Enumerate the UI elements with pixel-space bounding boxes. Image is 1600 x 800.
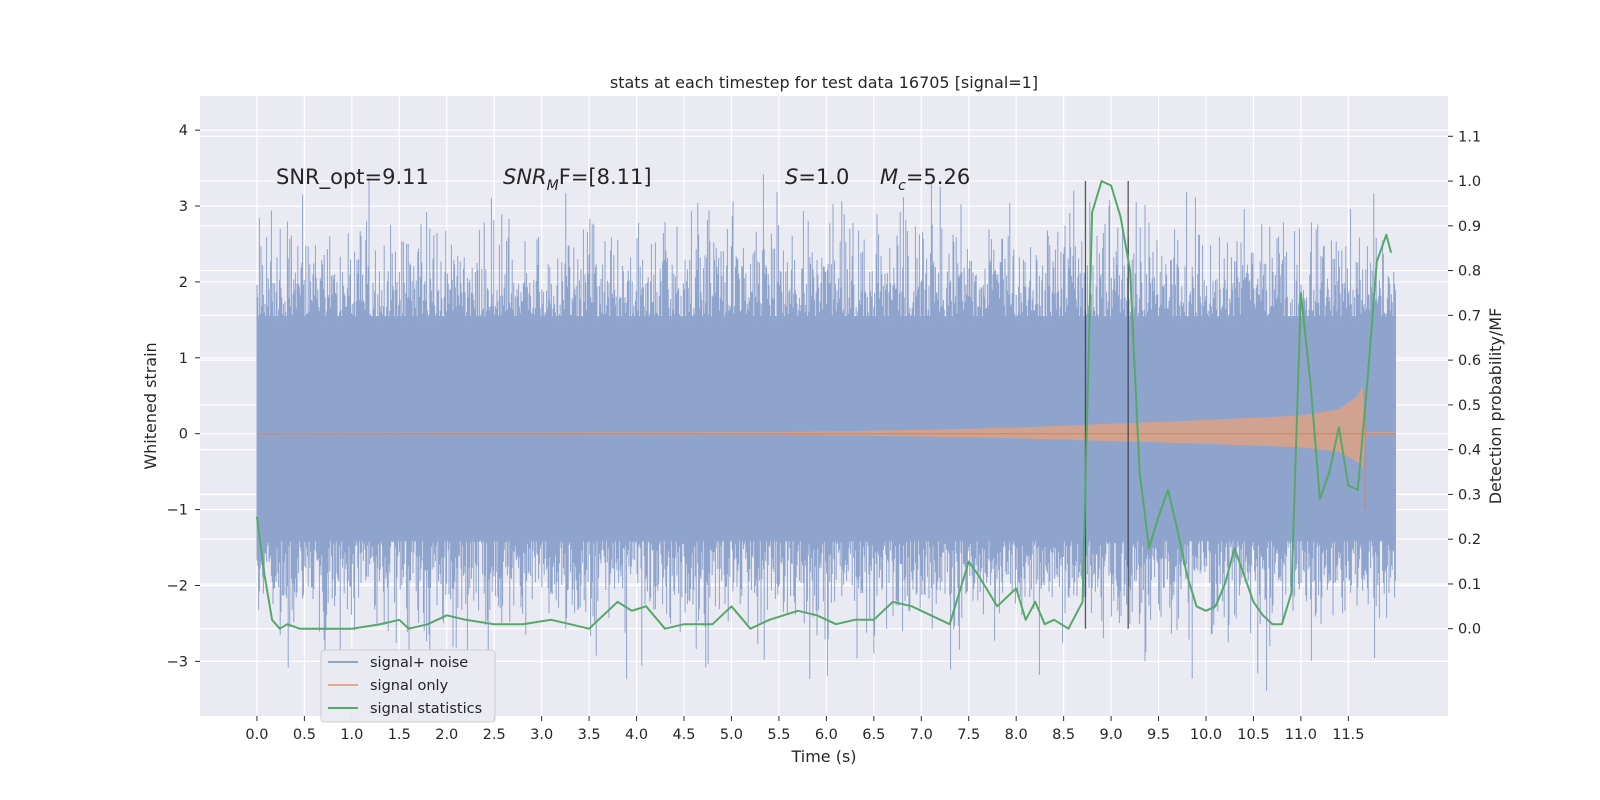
x-tick-label-22: 11.0 (1285, 727, 1317, 743)
series-signal-statistics (255, 180, 1393, 630)
x-tick-label-20: 10.0 (1190, 727, 1222, 743)
x-tick-label-11: 5.5 (767, 727, 790, 743)
signal-envelope (256, 386, 1396, 469)
x-tick-label-7: 3.5 (578, 727, 601, 743)
y-right-tick-label-11: 1.1 (1458, 129, 1481, 145)
annotation-snr-mf-rest: F=[8.11] (559, 165, 652, 189)
legend-box (320, 649, 496, 723)
x-tick-label-3: 1.5 (388, 727, 411, 743)
legend: signal+ noise signal only signal statist… (320, 649, 496, 723)
legend-label-signal-statistics: signal statistics (370, 701, 482, 717)
y-right-tick-label-7: 0.7 (1458, 308, 1481, 324)
y-axis-right-ticks: 0.0 0.1 0.2 0.3 0.4 0.5 0.6 0.7 0.8 0.9 1.0 1.1 (1448, 129, 1481, 638)
annotation-s: S=1.0 (785, 165, 849, 189)
x-tick-label-2: 1.0 (340, 727, 363, 743)
y-right-tick-label-2: 0.2 (1458, 532, 1481, 548)
y-left-tick-label-2: −1 (167, 503, 188, 519)
x-axis-label: Time (s) (790, 747, 856, 766)
x-tick-label-1: 0.5 (293, 727, 316, 743)
legend-label-signal-only: signal only (370, 678, 449, 694)
x-tick-label-21: 10.5 (1237, 727, 1269, 743)
x-tick-label-19: 9.5 (1147, 727, 1170, 743)
x-tick-label-14: 7.0 (910, 727, 933, 743)
x-tick-label-5: 2.5 (483, 727, 506, 743)
y-right-tick-label-5: 0.5 (1458, 398, 1481, 414)
x-tick-label-9: 4.5 (672, 727, 695, 743)
legend-label-signal-noise: signal+ noise (370, 655, 468, 671)
y-left-tick-label-6: 3 (179, 199, 188, 215)
x-tick-label-18: 9.0 (1100, 727, 1123, 743)
x-tick-label-10: 5.0 (720, 727, 743, 743)
x-tick-label-15: 7.5 (957, 727, 980, 743)
y-right-tick-label-8: 0.8 (1458, 264, 1481, 280)
y-left-tick-label-1: −2 (167, 578, 188, 594)
x-axis-ticks: 0.0 0.5 1.0 1.5 2.0 2.5 3.0 3.5 4.0 4.5 5.0 5.5 6.0 6… (245, 716, 1364, 743)
y-axis-left-label: Whitened strain (141, 342, 160, 469)
y-left-tick-label-3: 0 (179, 427, 188, 443)
y-left-tick-label-7: 4 (179, 123, 188, 139)
annotation-mc: Mc=5.26 (880, 165, 970, 194)
y-right-tick-label-0: 0.0 (1458, 622, 1481, 638)
y-right-tick-label-10: 1.0 (1458, 174, 1481, 190)
y-right-tick-label-9: 0.9 (1458, 219, 1481, 235)
annotation-snr-mf-sub: M (547, 178, 559, 194)
x-tick-label-4: 2.0 (435, 727, 458, 743)
x-tick-label-13: 6.5 (862, 727, 885, 743)
y-left-tick-label-0: −3 (167, 654, 188, 670)
annotation-s-rest: =1.0 (798, 165, 849, 189)
annotation-snr-opt: SNR_opt=9.11 (276, 165, 429, 190)
y-right-tick-label-4: 0.4 (1458, 443, 1481, 459)
annotation-mc-italic: M (880, 165, 898, 189)
stats-line (255, 180, 1393, 630)
y-right-tick-label-6: 0.6 (1458, 353, 1481, 369)
annotation-snr-mf-main: SNR (503, 165, 547, 189)
chart-title: stats at each timestep for test data 167… (610, 73, 1038, 92)
annotation-s-italic: S (785, 165, 798, 189)
x-tick-label-17: 8.5 (1052, 727, 1075, 743)
y-axis-left-ticks: −3 −2 −1 0 1 2 3 4 (167, 123, 200, 670)
y-right-tick-label-1: 0.1 (1458, 577, 1481, 593)
y-axis-right-label: Detection probability/MF (1486, 308, 1505, 505)
annotation-snr-mf: SNRMF=[8.11] (503, 165, 652, 194)
x-tick-label-8: 4.0 (625, 727, 648, 743)
x-tick-label-23: 11.5 (1332, 727, 1364, 743)
x-tick-label-12: 6.0 (815, 727, 838, 743)
y-left-tick-label-5: 2 (179, 275, 188, 291)
y-left-tick-label-4: 1 (179, 351, 188, 367)
annotation-mc-sub: c (898, 178, 906, 194)
x-tick-label-0: 0.0 (245, 727, 268, 743)
x-tick-label-16: 8.0 (1005, 727, 1028, 743)
x-tick-label-6: 3.0 (530, 727, 553, 743)
annotation-mc-rest: =5.26 (906, 165, 970, 189)
y-right-tick-label-3: 0.3 (1458, 487, 1481, 503)
